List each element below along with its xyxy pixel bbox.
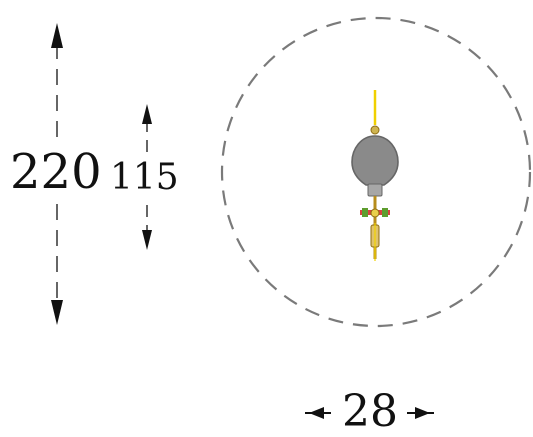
dashed-circle (220, 16, 532, 328)
dimension-28-label: 28 (342, 386, 398, 437)
dimension-220-label: 220 (10, 144, 102, 200)
bulb-icon (351, 90, 399, 261)
dimension-28-line (305, 407, 434, 419)
dimension-220-line (51, 23, 63, 325)
dimension-115-line (142, 104, 152, 250)
dimension-115-label: 115 (110, 157, 179, 198)
